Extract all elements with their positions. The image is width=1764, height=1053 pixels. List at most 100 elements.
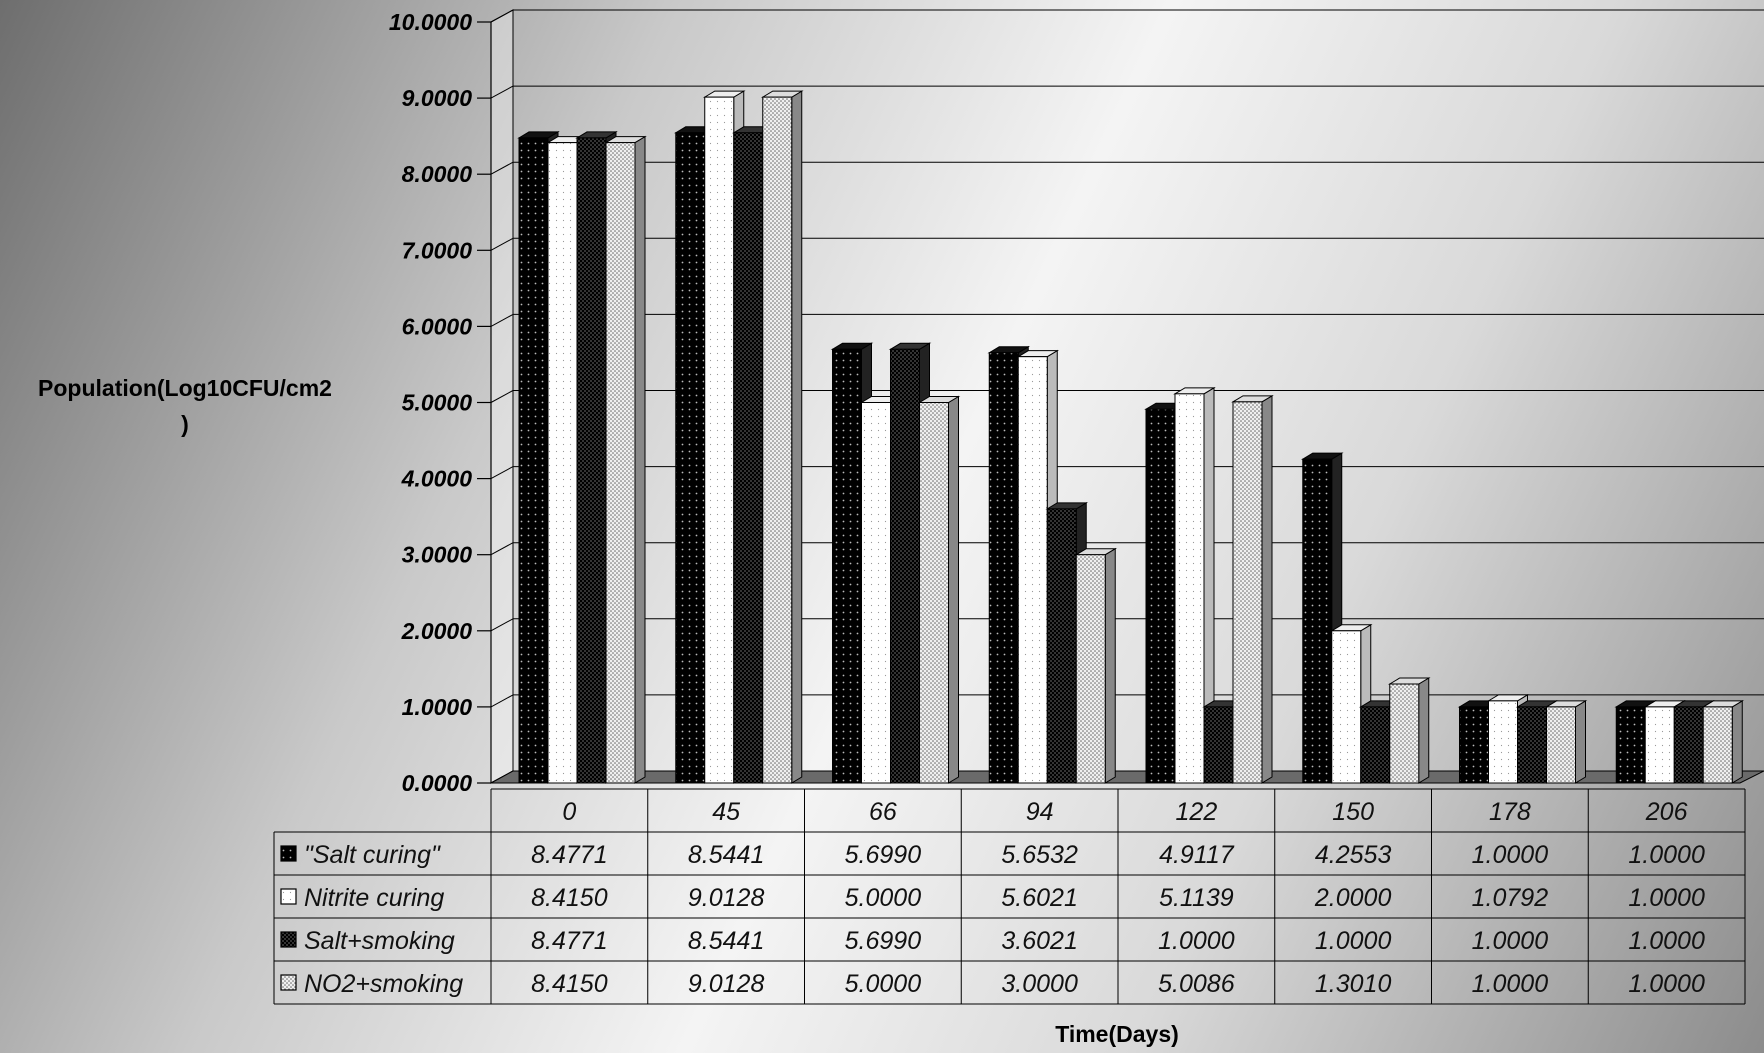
x-tick-label: 178 — [1489, 798, 1531, 826]
data-label: 5.6990 — [845, 841, 922, 869]
data-label: 8.4150 — [531, 884, 608, 912]
y-tick-label: 0.0000 — [402, 770, 473, 796]
data-label: 4.2553 — [1315, 841, 1392, 869]
y-axis-label-line1: Population(Log10CFU/cm2 — [38, 375, 332, 401]
bar-front — [988, 352, 1019, 784]
gridline-depth — [490, 542, 514, 556]
bar-front — [1203, 706, 1234, 784]
bar-front — [704, 96, 735, 784]
data-label: 1.0000 — [1315, 927, 1392, 955]
data-label: 9.0128 — [688, 970, 765, 998]
legend-label: "Salt curing" — [304, 841, 441, 869]
bar-side — [1104, 547, 1116, 784]
legend-label: Nitrite curing — [304, 884, 444, 912]
legend-swatch — [280, 888, 297, 905]
axes — [477, 21, 492, 784]
legend-swatch — [280, 931, 297, 948]
bar-front — [1174, 393, 1205, 784]
data-label: 9.0128 — [688, 884, 765, 912]
x-tick-label: 0 — [562, 798, 576, 826]
data-label: 1.0000 — [1628, 884, 1705, 912]
data-label: 1.0000 — [1628, 841, 1705, 869]
data-label: 8.4150 — [531, 970, 608, 998]
y-tick-label: 2.0000 — [401, 618, 473, 644]
bar-front — [1331, 630, 1362, 784]
gridline-depth — [490, 237, 514, 251]
bar-side — [1575, 700, 1586, 784]
data-label: 1.0000 — [1472, 841, 1549, 869]
bar-front — [1459, 706, 1489, 784]
legend-label: NO2+smoking — [304, 970, 463, 998]
bar-side — [948, 395, 959, 784]
bar — [1173, 386, 1216, 784]
data-label: 1.0000 — [1628, 970, 1705, 998]
y-tick-label: 1.0000 — [402, 694, 473, 720]
bar-front — [733, 132, 764, 784]
gridline-depth — [490, 9, 514, 23]
bar — [1544, 700, 1588, 784]
bar-front — [1488, 700, 1518, 784]
data-label: 1.0000 — [1472, 927, 1549, 955]
y-axis-label-line2: ) — [181, 411, 189, 437]
data-table: 0 45 66 94 122 150 178 206 "Salt curing" 8.4771 8.… — [273, 788, 1746, 1005]
gridline-depth — [490, 466, 514, 480]
bar-front — [547, 142, 578, 784]
data-label: 2.0000 — [1314, 884, 1392, 912]
data-label: 1.0000 — [1158, 927, 1235, 955]
bar-front — [605, 142, 636, 784]
data-label: 8.5441 — [688, 927, 764, 955]
y-tick-label: 6.0000 — [402, 313, 473, 339]
gridline-depth — [490, 85, 514, 99]
data-label: 5.0000 — [845, 884, 922, 912]
data-label: 1.0792 — [1472, 884, 1549, 912]
y-tick-label: 3.0000 — [402, 542, 473, 568]
x-tick-label: 150 — [1332, 798, 1374, 826]
bar — [1701, 700, 1745, 784]
legend-swatch — [280, 845, 297, 862]
bar — [1074, 547, 1118, 784]
bar-front — [1389, 683, 1420, 784]
data-label: 3.0000 — [1001, 970, 1078, 998]
bar-front — [832, 348, 862, 784]
bar-front — [1017, 356, 1048, 784]
bar-front — [1302, 458, 1333, 784]
bar-front — [1644, 706, 1675, 784]
bar-side — [791, 90, 803, 784]
data-label: 1.0000 — [1472, 970, 1549, 998]
bar-front — [1517, 706, 1547, 784]
bar-front — [576, 137, 607, 784]
gridline-depth — [490, 618, 514, 632]
data-label: 5.0000 — [845, 970, 922, 998]
bar-side — [1418, 677, 1430, 784]
bar — [760, 90, 804, 784]
bar-front — [1360, 706, 1391, 784]
x-tick-label: 206 — [1645, 798, 1688, 826]
data-label: 8.4771 — [531, 841, 607, 869]
y-tick-label: 5.0000 — [402, 390, 473, 416]
bar-front — [675, 132, 706, 784]
bars — [517, 90, 1745, 784]
gridline-depth — [490, 161, 514, 175]
bar-side — [1731, 700, 1743, 784]
y-tick-label: 9.0000 — [402, 85, 473, 111]
bar — [1387, 677, 1431, 784]
y-tick-label: 10.0000 — [389, 9, 472, 35]
bar — [1300, 452, 1344, 784]
x-tick-label: 94 — [1026, 798, 1054, 826]
bar-front — [1232, 401, 1263, 784]
legend-label: Salt+smoking — [304, 927, 455, 955]
bar-front — [1702, 706, 1733, 784]
data-label: 5.6021 — [1001, 884, 1077, 912]
data-label: 5.6990 — [845, 927, 922, 955]
bar — [604, 135, 647, 784]
gridline-depth — [490, 694, 514, 708]
bar-front — [919, 402, 949, 784]
legend-swatch — [280, 974, 297, 991]
bar-front — [1546, 706, 1576, 784]
bar-front — [1615, 706, 1646, 784]
data-label: 3.6021 — [1001, 927, 1077, 955]
data-label: 1.3010 — [1315, 970, 1392, 998]
bar-front — [1075, 554, 1106, 784]
bar-side — [1261, 394, 1273, 784]
